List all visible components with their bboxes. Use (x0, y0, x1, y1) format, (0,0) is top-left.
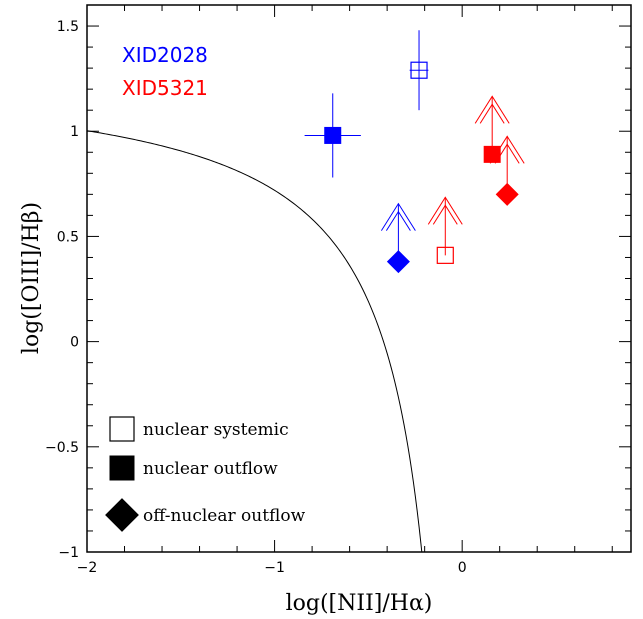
filled-diamond-marker (495, 182, 519, 206)
demarcation-curve-layer (86, 130, 423, 553)
target-labels: XID2028 XID5321 (122, 43, 208, 100)
lower-limit-arrow-head (427, 196, 463, 225)
x-tick-label: −1 (264, 560, 285, 576)
data-point-xid2028 (380, 202, 416, 274)
filled-square-marker (109, 455, 135, 481)
open-square-marker (436, 246, 454, 264)
target-label-xid2028: XID2028 (122, 43, 208, 67)
y-tick-label: 1.5 (57, 19, 79, 35)
filled-square-marker (324, 126, 342, 144)
legend-entry: off-nuclear outflow (105, 498, 306, 532)
legend-label: off-nuclear outflow (143, 506, 306, 526)
y-axis-title: log([OIII]/Hβ) (19, 202, 44, 354)
lower-limit-arrow-head (489, 135, 525, 164)
filled-square-marker (483, 145, 501, 163)
x-tick-label: −2 (77, 560, 98, 576)
data-point-xid5321 (427, 196, 463, 264)
data-point-xid5321 (474, 95, 510, 163)
x-tick-label: 0 (458, 560, 467, 576)
open-square-marker (410, 61, 428, 79)
open-square-marker (109, 416, 135, 442)
x-axis-title: log([NII]/Hα) (286, 591, 433, 616)
y-tick-label: −0.5 (45, 440, 79, 456)
axis-ticks (86, 4, 631, 553)
legend: nuclear systemic nuclear outflow off-nucle… (105, 416, 306, 532)
lower-limit-arrow-head (380, 202, 416, 231)
target-label-xid5321: XID5321 (122, 76, 208, 100)
y-tick-label: −1 (58, 545, 79, 561)
filled-diamond-marker (105, 498, 139, 532)
lower-limit-arrow-head (432, 204, 458, 225)
legend-label: nuclear outflow (143, 459, 278, 479)
lower-limit-arrow-head (385, 210, 411, 231)
legend-entry: nuclear outflow (109, 455, 278, 481)
axis-tick-labels: −2 −1 0−1−0.500.511.5 (45, 19, 467, 576)
filled-diamond-marker (386, 250, 410, 274)
data-point-xid2028 (304, 93, 361, 178)
data-point-xid5321 (489, 135, 525, 206)
legend-entry: nuclear systemic (109, 416, 289, 442)
lower-limit-arrow-head (474, 95, 510, 124)
demarcation-curve (86, 130, 423, 553)
y-tick-label: 0.5 (57, 229, 79, 245)
y-tick-label: 0 (70, 335, 79, 351)
data-points (304, 30, 525, 274)
lower-limit-arrow-head (494, 143, 520, 164)
lower-limit-arrow-head (479, 103, 505, 124)
legend-label: nuclear systemic (143, 420, 289, 440)
data-point-xid2028 (409, 30, 429, 111)
y-tick-label: 1 (70, 124, 79, 140)
